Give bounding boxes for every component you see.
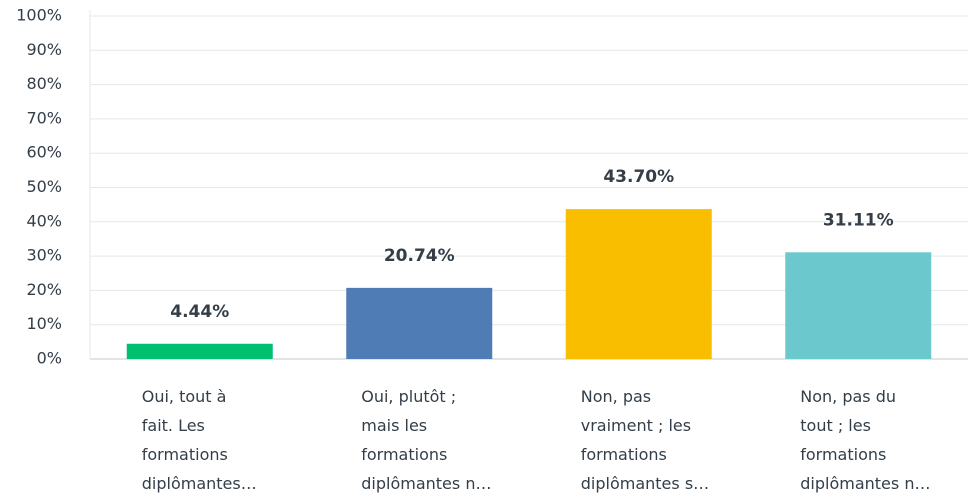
value-label: 31.11% <box>823 210 894 230</box>
bar <box>785 252 932 359</box>
y-tick-label: 0% <box>37 349 62 368</box>
x-tick-label: Oui, tout à fait. Les formations diplôma… <box>141 387 257 493</box>
y-tick-label: 50% <box>26 177 62 196</box>
y-tick-label: 20% <box>26 280 62 299</box>
y-tick-label: 70% <box>26 108 62 127</box>
x-tick-label: Oui, plutôt ; mais les formations diplôm… <box>361 387 492 493</box>
y-tick-label: 100% <box>16 6 62 25</box>
y-tick-label: 90% <box>26 40 62 59</box>
bar <box>126 343 273 359</box>
y-tick-label: 40% <box>26 211 62 230</box>
bar <box>346 287 493 359</box>
bar <box>565 209 712 359</box>
y-tick-label: 30% <box>26 246 62 265</box>
x-tick-label: Non, pas du tout ; les formations diplôm… <box>800 387 931 493</box>
value-label: 20.74% <box>384 246 455 266</box>
value-label: 4.44% <box>170 302 229 322</box>
y-tick-label: 10% <box>26 314 62 333</box>
x-tick-label: Non, pas vraiment ; les formations diplô… <box>580 387 710 493</box>
y-tick-label: 60% <box>26 143 62 162</box>
value-label: 43.70% <box>603 167 674 187</box>
y-tick-label: 80% <box>26 74 62 93</box>
